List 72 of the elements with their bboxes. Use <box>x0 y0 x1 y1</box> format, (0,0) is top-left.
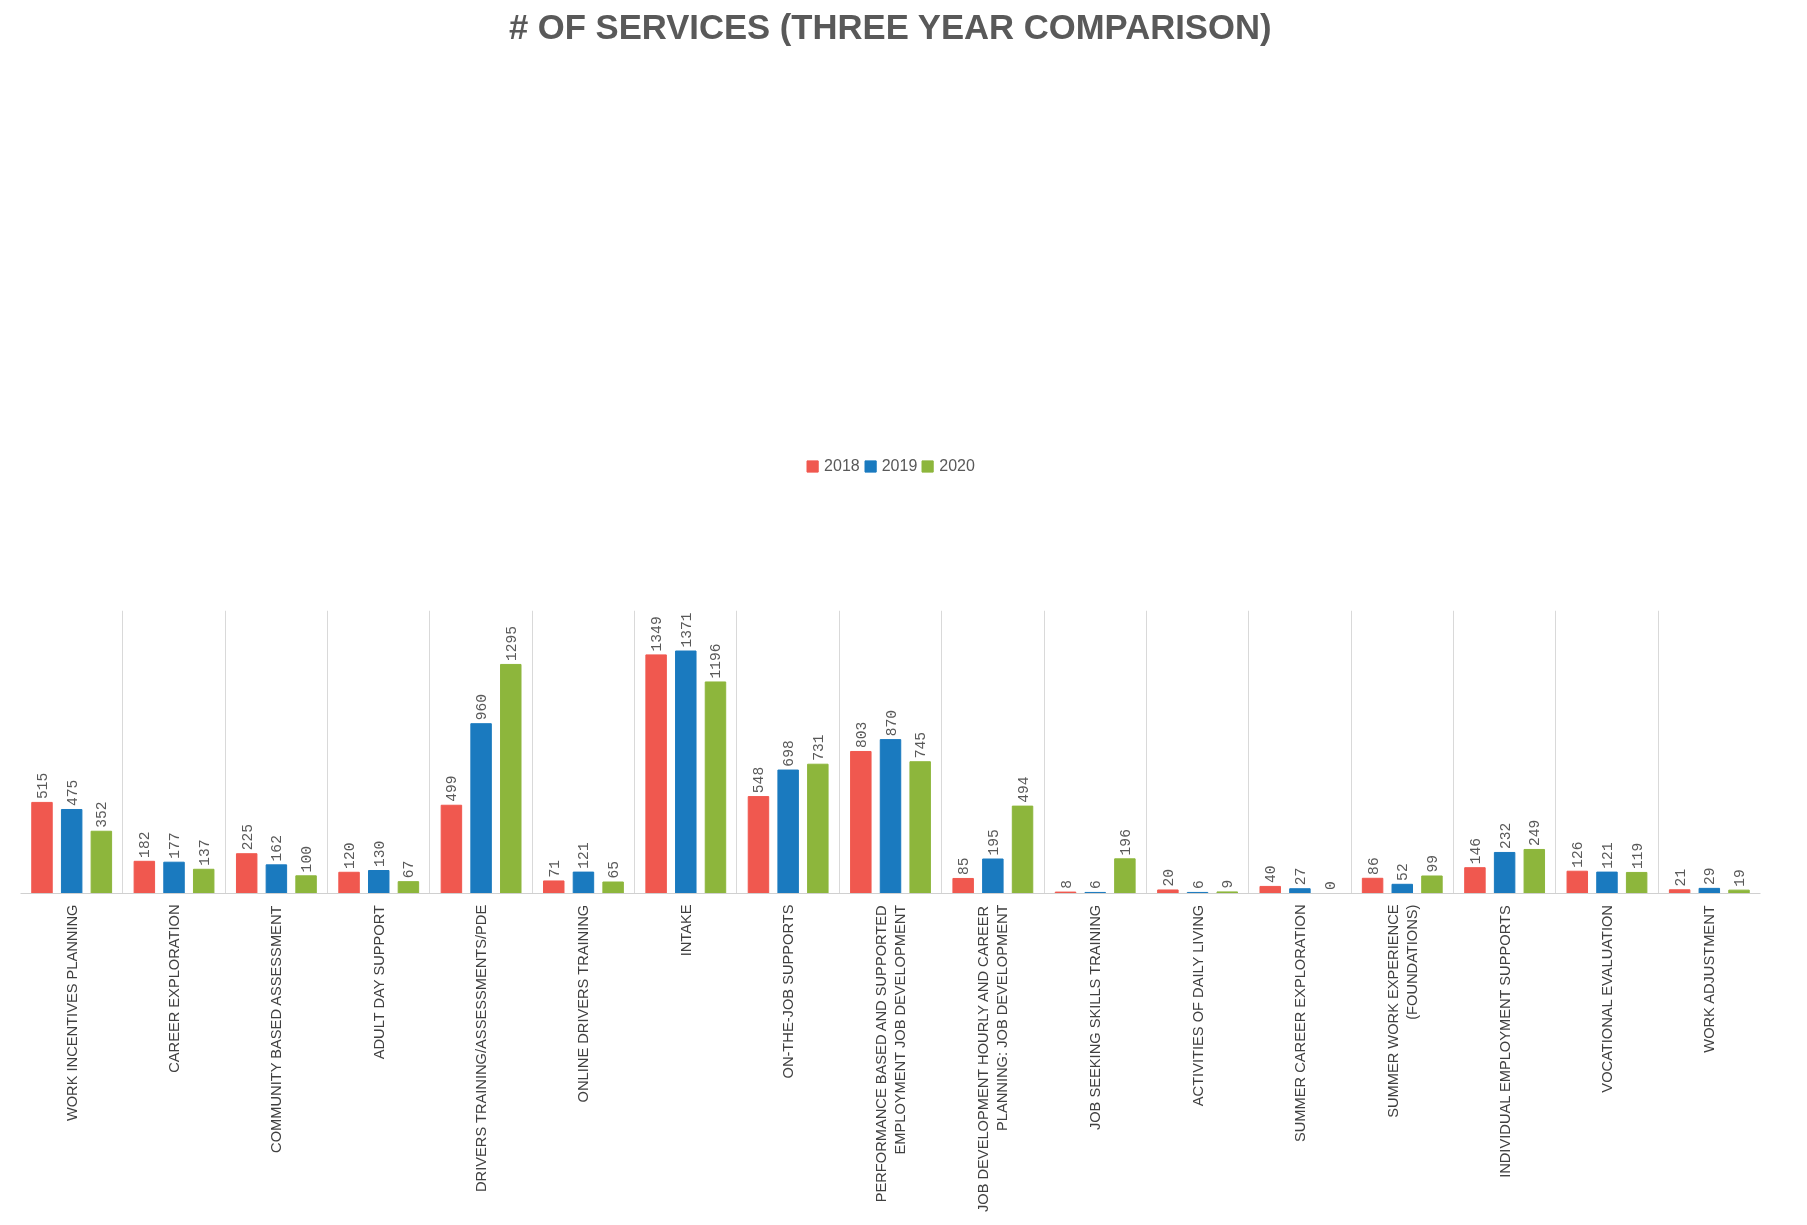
data-label: 126 <box>1570 841 1587 868</box>
data-label: 249 <box>1527 819 1544 847</box>
data-label: 120 <box>342 842 359 869</box>
data-label: 196 <box>1117 829 1134 856</box>
data-label: 499 <box>444 775 461 802</box>
data-label: 65 <box>606 861 623 879</box>
x-tick-label: COMMUNITY BASED ASSESSMENT <box>268 905 285 1153</box>
data-label: 698 <box>781 740 798 767</box>
x-tick-label: INDIVIDUAL EMPLOYMENT SUPPORTS <box>1496 905 1513 1178</box>
x-tick-label: SUMMER WORK EXPERIENCE (FOUNDATIONS) <box>1384 904 1420 1118</box>
data-label: 86 <box>1365 857 1382 875</box>
data-label: 71 <box>546 859 563 878</box>
x-tick-label: WORK ADJUSTMENT <box>1701 905 1718 1053</box>
data-label: 85 <box>956 857 973 876</box>
data-label: 52 <box>1395 863 1412 881</box>
data-label: 182 <box>137 831 154 858</box>
data-label: 121 <box>576 842 593 869</box>
x-tick-label: SUMMER CAREER EXPLORATION <box>1291 904 1308 1143</box>
data-label: 1371 <box>678 612 695 648</box>
data-label: 515 <box>34 772 51 800</box>
data-label: 1349 <box>649 616 666 652</box>
x-tick-label: WORK INCENTIVES PLANNING <box>63 904 80 1122</box>
data-label: 67 <box>401 860 418 879</box>
data-label: 27 <box>1292 867 1309 886</box>
data-label: 232 <box>1497 822 1514 850</box>
data-label: 1196 <box>708 643 725 679</box>
data-label: 9 <box>1220 879 1237 889</box>
data-label: 731 <box>810 734 827 761</box>
x-tick-label: CAREER EXPLORATION <box>166 904 183 1073</box>
data-label: 119 <box>1629 842 1646 870</box>
data-label: 494 <box>1015 776 1032 803</box>
data-label: 548 <box>751 766 768 794</box>
data-label: 745 <box>913 731 930 759</box>
chart-title: # OF SERVICES (THREE YEAR COMPARISON) <box>508 7 1272 46</box>
data-label: 803 <box>853 721 870 749</box>
x-tick-label: ON-THE-JOB SUPPORTS <box>780 904 797 1079</box>
data-label: 20 <box>1160 868 1177 887</box>
data-label: 130 <box>371 840 388 868</box>
x-tick-label: INTAKE <box>677 904 694 957</box>
data-label: 225 <box>239 823 256 851</box>
data-label: 40 <box>1263 865 1280 884</box>
data-label: 162 <box>269 835 286 862</box>
data-label: 960 <box>474 693 491 721</box>
data-label: 870 <box>883 709 900 737</box>
x-tick-label: ONLINE DRIVERS TRAINING <box>575 904 592 1103</box>
data-label: 195 <box>985 829 1002 856</box>
data-label: 352 <box>94 801 111 828</box>
data-label: 6 <box>1088 880 1105 890</box>
legend-label: 2020 <box>939 456 975 475</box>
data-label: 137 <box>196 839 213 866</box>
data-label: 177 <box>167 832 184 859</box>
data-label: 1295 <box>503 625 520 662</box>
x-tick-label: DRIVERS TRAINING/ASSESSMENTS/PDE <box>473 904 490 1192</box>
data-label: 146 <box>1467 837 1484 865</box>
x-tick-label: PERFORMANCE BASED AND SUPPORTED EMPLOYMENT JOB DEVELOPMENT <box>872 904 909 1203</box>
data-label: 475 <box>64 779 81 807</box>
x-tick-label: ACTIVITIES OF DAILY LIVING <box>1189 904 1206 1107</box>
x-tick-label: ADULT DAY SUPPORT <box>370 904 387 1060</box>
data-label: 99 <box>1424 855 1441 873</box>
data-label: 29 <box>1702 867 1719 885</box>
data-label: 19 <box>1732 869 1749 887</box>
x-tick-label: JOB DEVELOPMENT HOURLY AND CAREER PLANNING: JOB DEVELOPMENT <box>975 904 1011 1213</box>
data-label: 0 <box>1322 881 1339 891</box>
data-label: 6 <box>1190 880 1207 890</box>
x-tick-label: VOCATIONAL EVALUATION <box>1598 905 1615 1093</box>
x-tick-label: JOB SEEKING SKILLS TRAINING <box>1087 904 1104 1131</box>
data-label: 121 <box>1599 842 1616 869</box>
data-label: 100 <box>299 846 316 873</box>
legend-label: 2019 <box>881 456 918 475</box>
legend-label: 2018 <box>824 456 860 475</box>
data-label: 8 <box>1058 879 1075 889</box>
data-label: 21 <box>1672 868 1689 887</box>
